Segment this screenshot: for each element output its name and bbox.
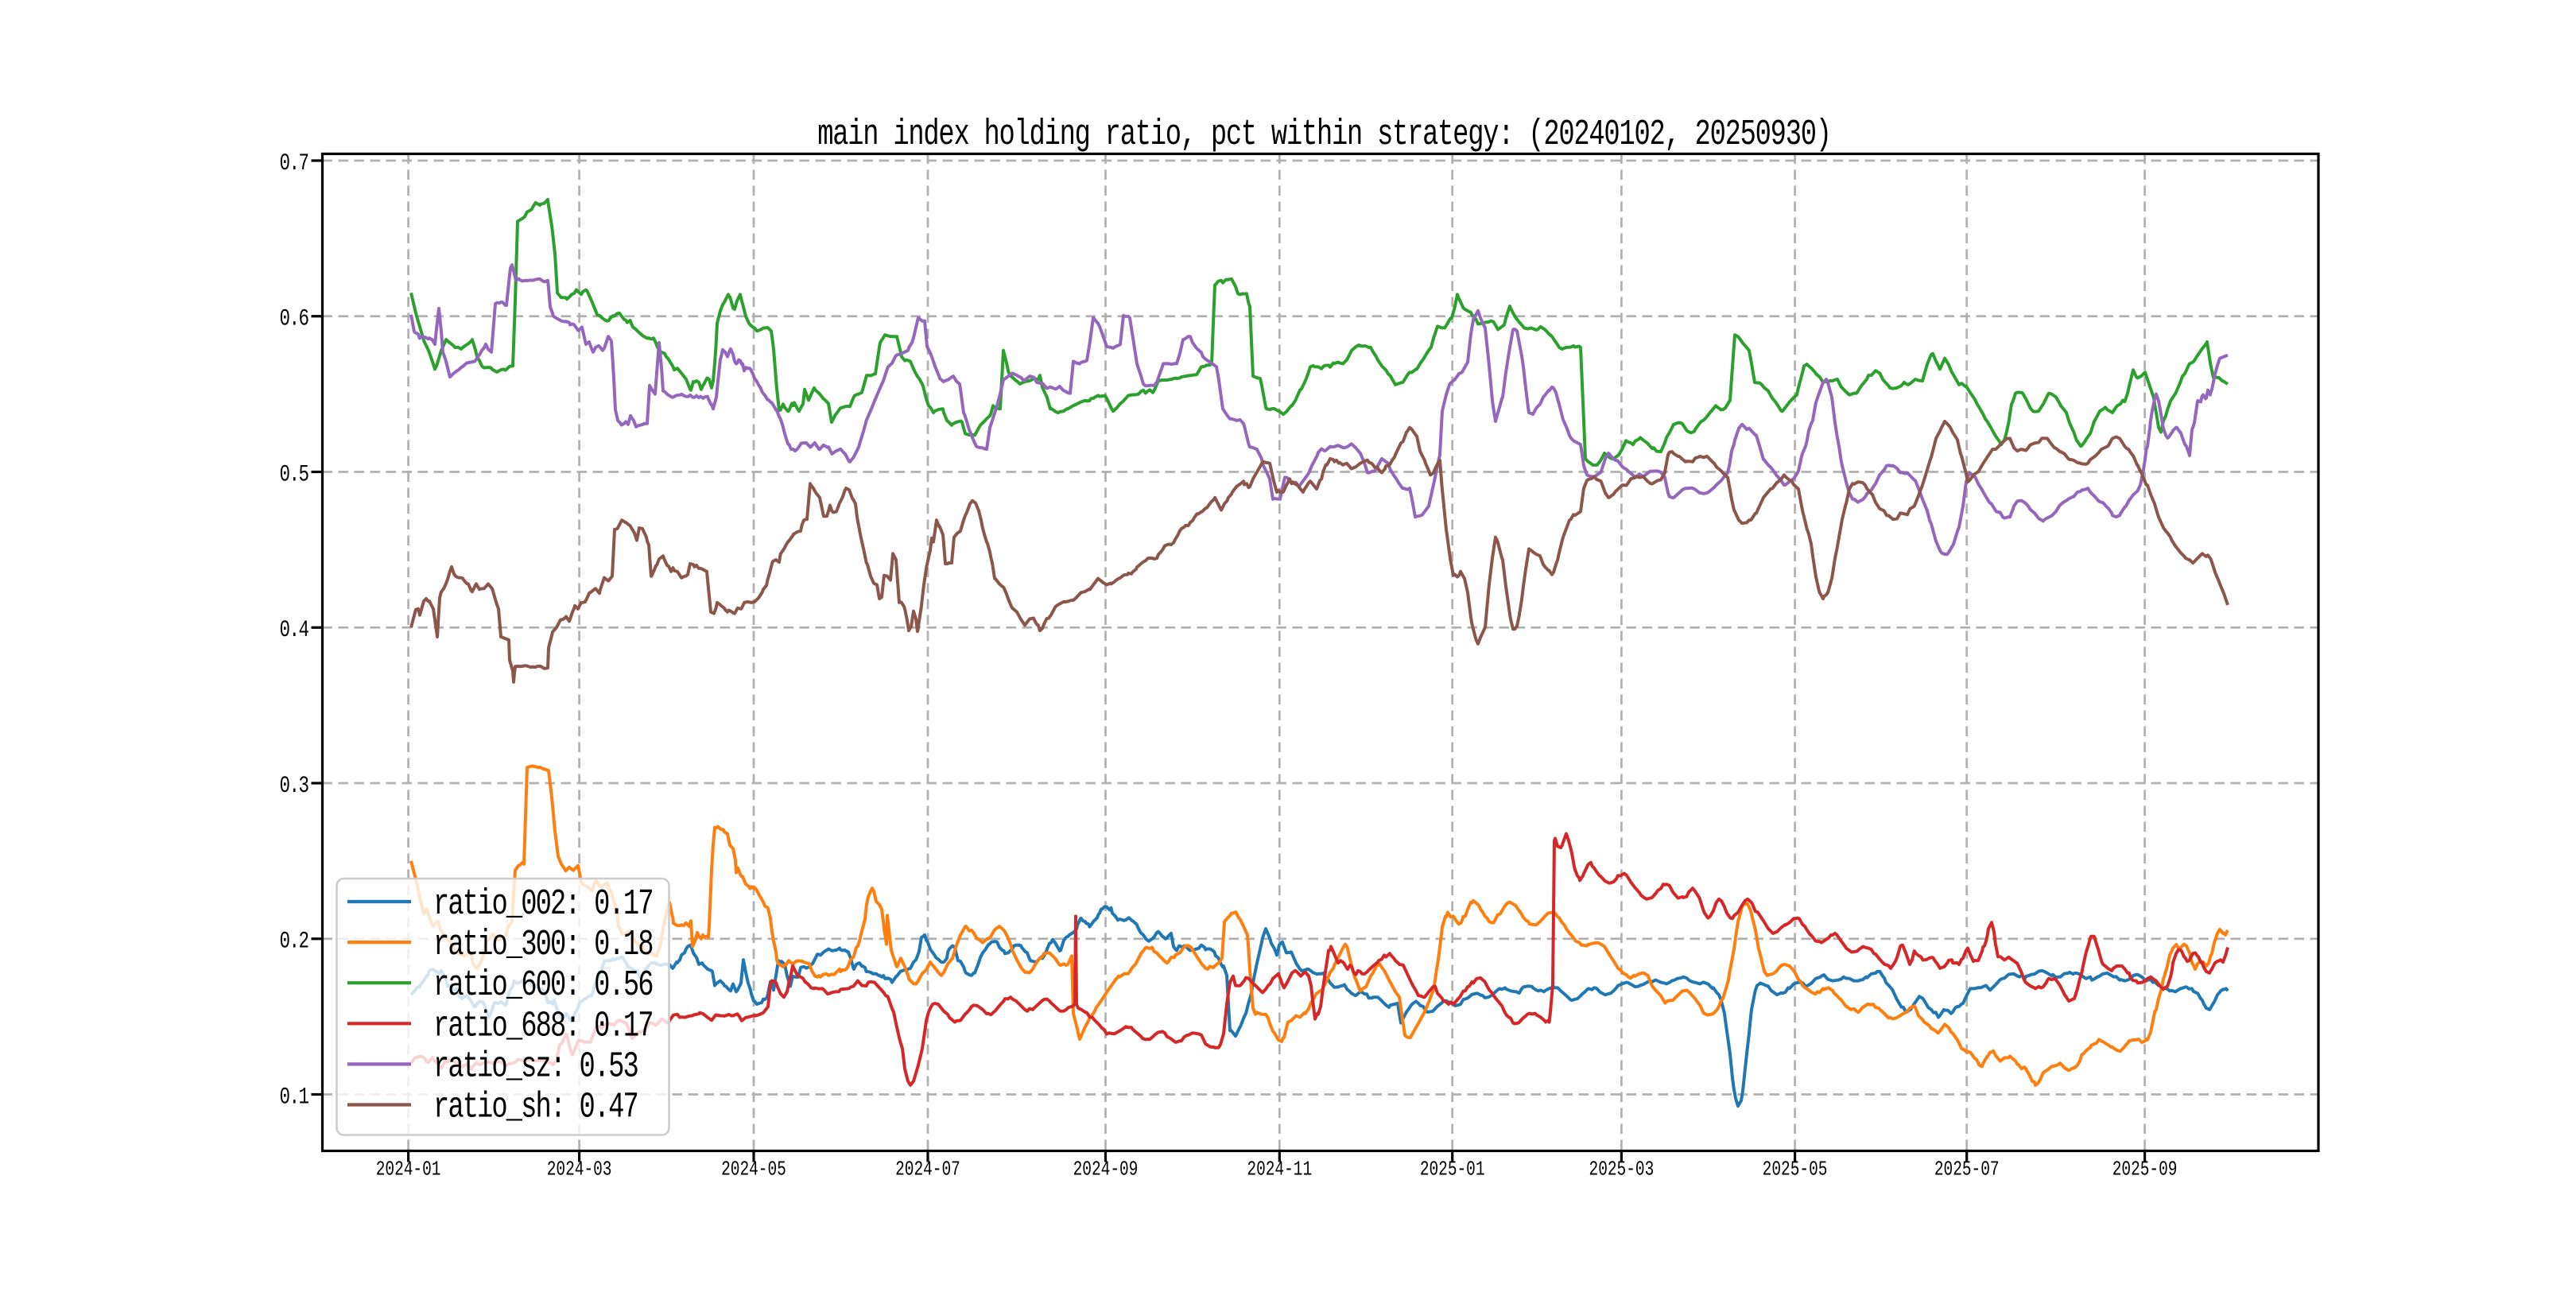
svg-text:ratio_sh: 0.47: ratio_sh: 0.47 xyxy=(433,1087,639,1127)
svg-text:main index holding ratio, pct: main index holding ratio, pct within str… xyxy=(817,114,1832,155)
svg-text:ratio_300: 0.18: ratio_300: 0.18 xyxy=(433,925,654,965)
svg-text:2024-03: 2024-03 xyxy=(547,1158,612,1181)
svg-text:2024-05: 2024-05 xyxy=(721,1158,786,1181)
svg-text:2025-01: 2025-01 xyxy=(1420,1158,1485,1181)
svg-text:0.1: 0.1 xyxy=(280,1083,310,1110)
svg-text:2024-07: 2024-07 xyxy=(895,1158,960,1181)
svg-text:ratio_002: 0.17: ratio_002: 0.17 xyxy=(433,884,654,925)
svg-text:ratio_sz: 0.53: ratio_sz: 0.53 xyxy=(433,1046,639,1087)
svg-text:2024-09: 2024-09 xyxy=(1073,1158,1139,1181)
svg-text:0.2: 0.2 xyxy=(280,928,310,955)
svg-text:2025-03: 2025-03 xyxy=(1589,1158,1655,1181)
svg-text:ratio_688: 0.17: ratio_688: 0.17 xyxy=(433,1006,654,1046)
svg-text:2025-05: 2025-05 xyxy=(1763,1158,1828,1181)
svg-text:2024-11: 2024-11 xyxy=(1247,1158,1312,1181)
svg-text:0.6: 0.6 xyxy=(280,305,310,332)
svg-text:0.4: 0.4 xyxy=(280,616,310,643)
svg-text:2025-07: 2025-07 xyxy=(1934,1158,2000,1181)
svg-text:0.5: 0.5 xyxy=(280,460,310,487)
svg-text:ratio_600: 0.56: ratio_600: 0.56 xyxy=(433,965,654,1006)
svg-text:0.7: 0.7 xyxy=(280,149,310,177)
svg-text:2025-09: 2025-09 xyxy=(2112,1158,2178,1181)
svg-text:2024-01: 2024-01 xyxy=(376,1158,441,1181)
svg-text:0.3: 0.3 xyxy=(280,772,310,799)
